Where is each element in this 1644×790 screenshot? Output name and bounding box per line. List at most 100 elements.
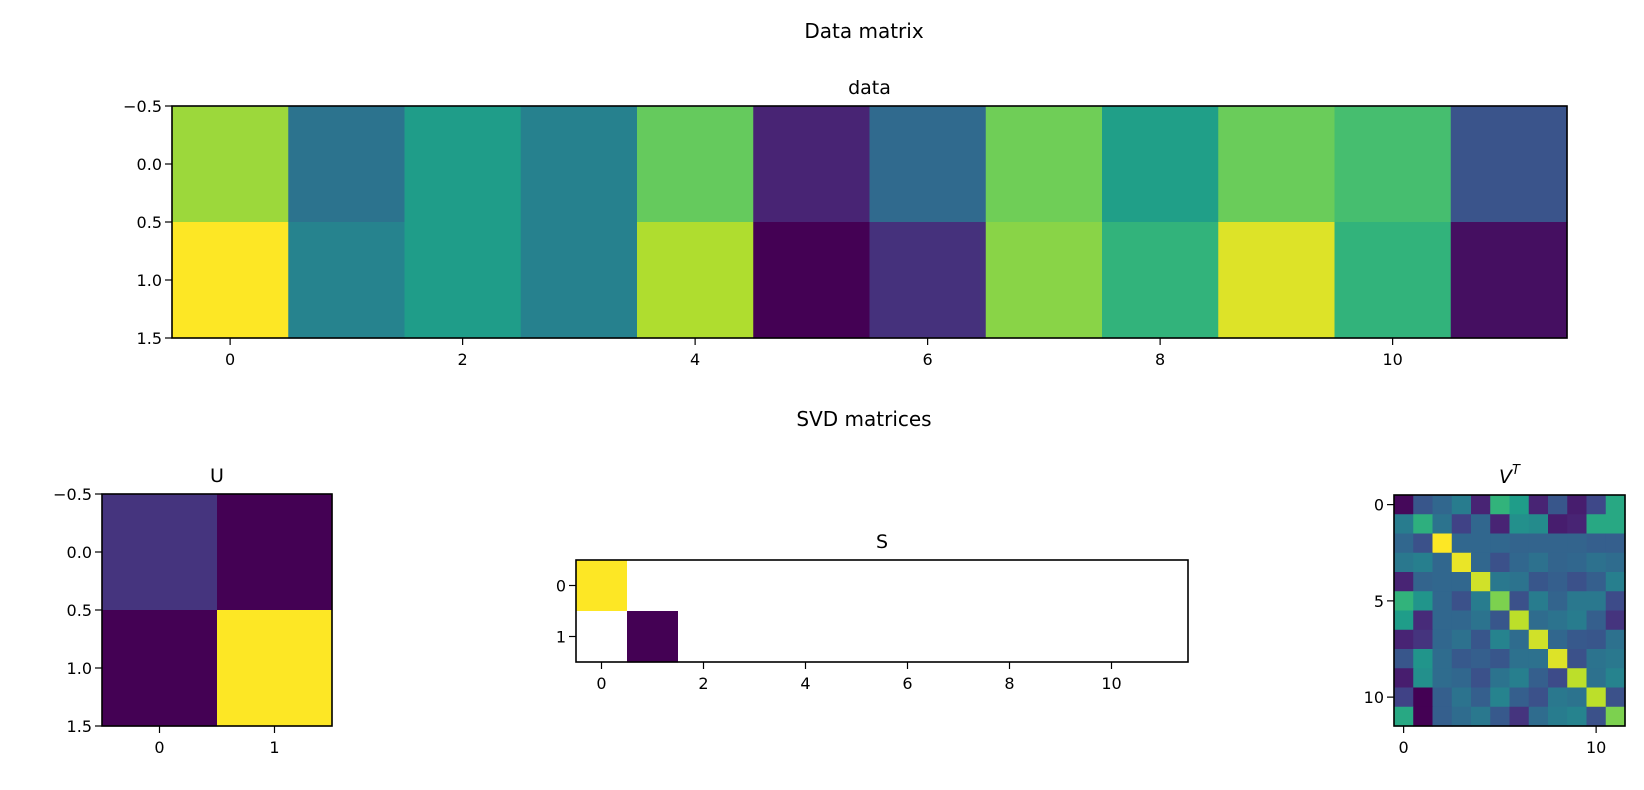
- heatmap-cell: [1567, 514, 1588, 535]
- heatmap-cell: [1413, 629, 1434, 650]
- heatmap-cell: [1413, 495, 1434, 515]
- x-tick-label: 2: [698, 674, 708, 693]
- y-tick-label: 1.0: [67, 659, 92, 678]
- heatmap-cell: [1548, 533, 1568, 554]
- heatmap-cell: [831, 560, 883, 612]
- heatmap-cell: [520, 106, 638, 223]
- heatmap-cell: [1432, 514, 1453, 535]
- heatmap-cell: [1471, 687, 1491, 708]
- heatmap-cell: [1509, 649, 1530, 669]
- axes-title: S: [876, 531, 888, 553]
- heatmap-cell: [1548, 495, 1568, 515]
- y-tick-label: −0.5: [123, 97, 162, 116]
- heatmap-cell: [1413, 514, 1434, 535]
- heatmap-cell: [1509, 552, 1530, 573]
- heatmap-cell: [1605, 533, 1626, 554]
- heatmap-cell: [1490, 629, 1511, 650]
- heatmap-cell: [1432, 572, 1453, 592]
- heatmap-cell: [753, 106, 871, 223]
- heatmap-cell: [1451, 610, 1472, 631]
- heatmap-cell: [933, 611, 985, 663]
- heatmap-cell: [1490, 687, 1511, 708]
- x-tick-label: 8: [1155, 350, 1165, 369]
- x-tick-label: 8: [1004, 674, 1014, 693]
- heatmap-cell: [1528, 629, 1549, 650]
- heatmap-cell: [1567, 552, 1588, 573]
- heatmap-cell: [1432, 668, 1453, 689]
- heatmap-cell: [1451, 629, 1472, 650]
- heatmap-cell: [1471, 668, 1491, 689]
- heatmap-cell: [1586, 687, 1607, 708]
- heatmap-cell: [882, 611, 934, 663]
- y-tick-label: 10: [1364, 688, 1384, 707]
- heatmap-cell: [1605, 629, 1626, 650]
- heatmap-cell: [1509, 514, 1530, 535]
- heatmap-cell: [1567, 533, 1588, 554]
- heatmap-cell: [1432, 610, 1453, 631]
- heatmap-cell: [1548, 610, 1568, 631]
- heatmap-cell: [1509, 572, 1530, 592]
- heatmap-cell: [1102, 106, 1219, 223]
- heatmap-cell: [1509, 668, 1530, 689]
- heatmap-cell: [1605, 649, 1626, 669]
- heatmap-cell: [1548, 629, 1568, 650]
- suptitle-data-matrix: Data matrix: [804, 19, 923, 43]
- heatmap-cell: [985, 222, 1103, 339]
- heatmap-cell: [1509, 591, 1530, 612]
- heatmap-cell: [1548, 514, 1568, 535]
- heatmap-cell: [678, 611, 730, 663]
- axes-s: 0 2 4 6 8 10 0 1 S: [556, 531, 1189, 693]
- y-tick-label: 0.5: [137, 213, 162, 232]
- heatmap-cell: [1528, 610, 1549, 631]
- x-tick-label: 10: [1586, 738, 1606, 757]
- y-tick-label: 0.0: [67, 543, 92, 562]
- heatmap-cell: [1394, 610, 1414, 631]
- heatmap-cell: [1586, 610, 1607, 631]
- heatmap-cell: [1413, 668, 1434, 689]
- heatmap-cell: [1528, 495, 1549, 515]
- heatmap-cell: [404, 222, 522, 339]
- heatmap-cell: [1394, 552, 1414, 573]
- x-tick-label: 10: [1382, 350, 1402, 369]
- heatmap-cell: [172, 222, 289, 339]
- heatmap-cell: [1086, 560, 1138, 612]
- heatmap-cell: [1471, 495, 1491, 515]
- heatmap-cell: [288, 106, 406, 223]
- heatmap-cell: [1471, 629, 1491, 650]
- heatmap-cell: [1471, 591, 1491, 612]
- y-tick-label: 1: [556, 628, 566, 647]
- heatmap-cell: [1432, 687, 1453, 708]
- heatmap-cell: [1471, 533, 1491, 554]
- heatmap-cell: [1605, 591, 1626, 612]
- axes-title-text: data: [848, 77, 891, 99]
- heatmap-cell: [1471, 552, 1491, 573]
- y-tick-label: 0.5: [67, 601, 92, 620]
- heatmap-cell: [217, 610, 333, 727]
- heatmap-cell: [1471, 572, 1491, 592]
- heatmap-cell: [1528, 668, 1549, 689]
- heatmap-cell: [1528, 533, 1549, 554]
- heatmap-cell: [1413, 610, 1434, 631]
- heatmap-cell: [869, 106, 987, 223]
- heatmap-cell: [1567, 610, 1588, 631]
- heatmap-cell: [1035, 611, 1087, 663]
- heatmap-cell: [1586, 495, 1607, 515]
- x-tick-label: 4: [690, 350, 700, 369]
- heatmap-cell: [1586, 552, 1607, 573]
- y-tick-label: 1.5: [67, 717, 92, 736]
- heatmap-cell: [1334, 222, 1452, 339]
- heatmap-cell: [1413, 649, 1434, 669]
- heatmap-cell: [217, 494, 333, 611]
- heatmap-cell: [627, 611, 679, 663]
- heatmap-cell: [869, 222, 987, 339]
- heatmap-cell: [1567, 629, 1588, 650]
- heatmap-cell: [1567, 495, 1588, 515]
- heatmap-cell: [1432, 552, 1453, 573]
- heatmap-cell: [1413, 706, 1434, 727]
- y-tick-label: 5: [1374, 592, 1384, 611]
- heatmap-cell: [831, 611, 883, 663]
- x-tick-label: 4: [800, 674, 810, 693]
- heatmap-cell: [1528, 687, 1549, 708]
- heatmap-cell: [1567, 591, 1588, 612]
- axes-title: VT: [1499, 463, 1521, 488]
